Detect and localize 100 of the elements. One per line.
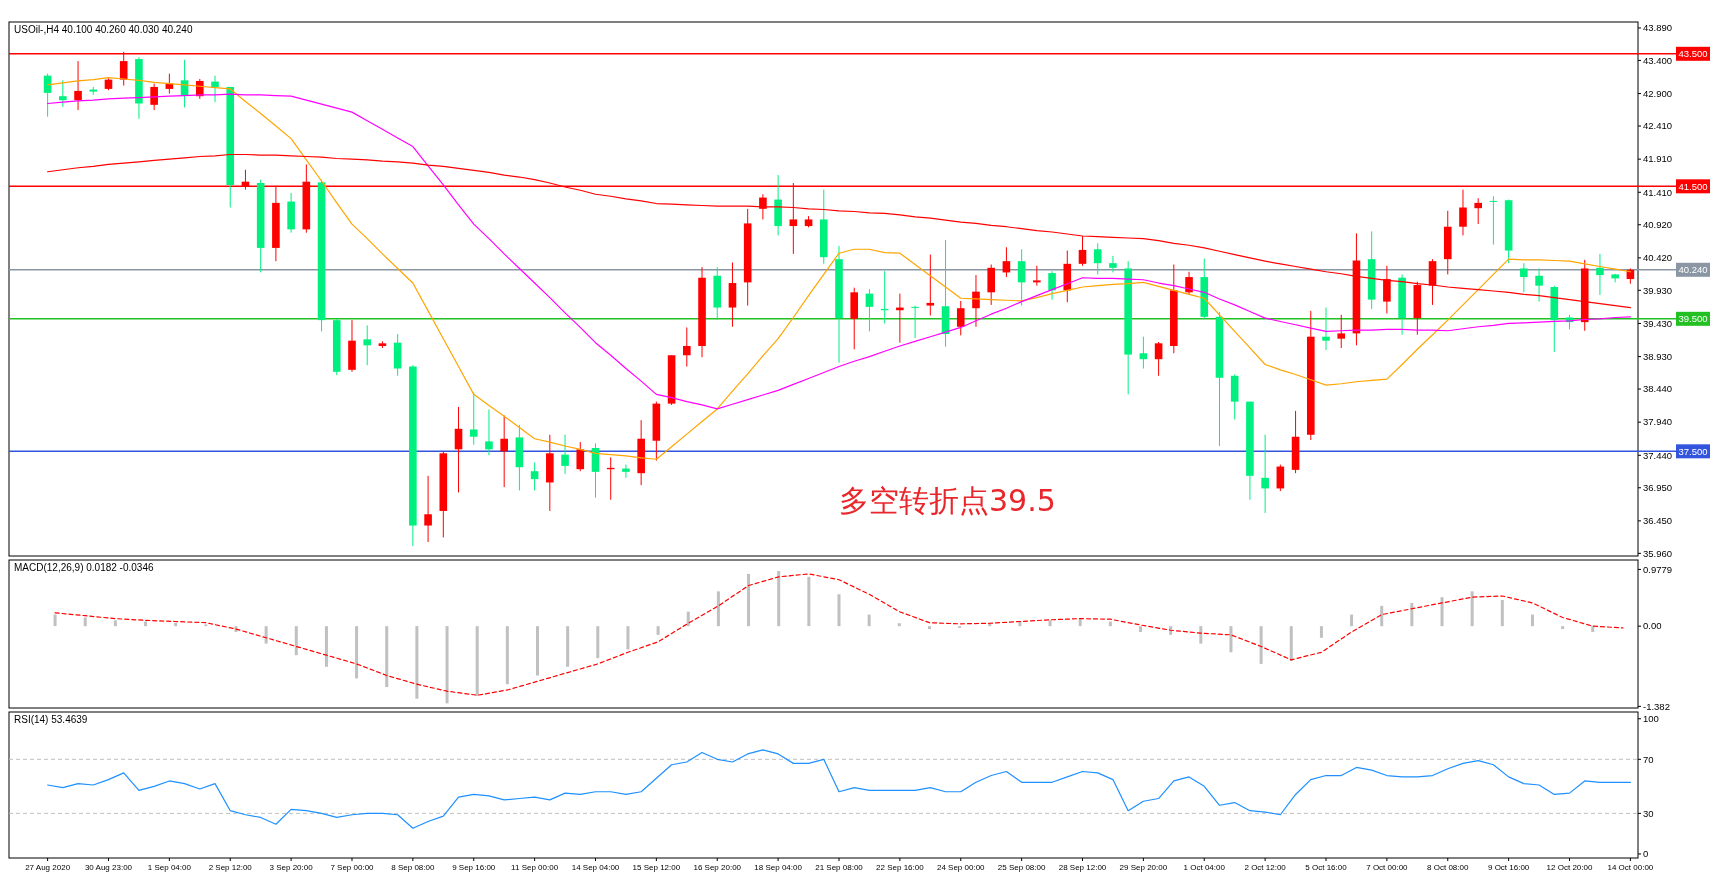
y-tick-label: 0.9779 <box>1643 563 1673 575</box>
candlestick <box>622 464 630 479</box>
bar <box>897 623 901 627</box>
x-tick-label: 22 Sep 16:00 <box>876 863 925 872</box>
line-series <box>54 573 1624 696</box>
y-tick-label: 40.920 <box>1643 219 1673 231</box>
candlestick <box>1078 235 1087 267</box>
candlestick <box>1002 246 1011 278</box>
bar <box>1319 626 1323 638</box>
bar <box>1530 614 1534 627</box>
y-tick-label: -1.382 <box>1643 700 1670 712</box>
candlestick <box>1337 314 1346 349</box>
candlestick <box>500 415 508 488</box>
bar <box>113 620 117 627</box>
bar <box>415 626 419 699</box>
candlestick <box>1520 262 1528 293</box>
candlestick <box>926 254 935 316</box>
x-tick-label: 27 Aug 2020 <box>25 863 71 872</box>
x-tick-label: 1 Oct 04:00 <box>1183 863 1226 872</box>
bar <box>747 573 751 627</box>
bar <box>1048 620 1052 627</box>
ref-line-label: 40.240 <box>1678 264 1708 276</box>
x-tick-label: 5 Oct 16:00 <box>1305 863 1348 872</box>
bar <box>1591 626 1595 632</box>
line-series <box>47 749 1631 829</box>
x-tick-label: 28 Sep 12:00 <box>1058 863 1107 872</box>
annotation: 多空转折点39.5 <box>839 483 1056 518</box>
chart-title: USOil-,H4 40.100 40.260 40.030 40.240 <box>14 24 193 35</box>
y-tick-label: 43.400 <box>1643 54 1673 66</box>
bar <box>1500 600 1504 627</box>
x-tick-label: 14 Sep 04:00 <box>571 863 620 872</box>
y-tick-label: 100 <box>1643 713 1659 725</box>
y-tick-label: 43.890 <box>1643 22 1673 34</box>
bar <box>264 626 268 644</box>
y-tick-label: 42.410 <box>1643 120 1673 132</box>
bar <box>1078 619 1082 627</box>
bar <box>535 626 539 676</box>
bar <box>1229 626 1233 653</box>
candlestick <box>972 274 980 328</box>
bar <box>1199 626 1203 644</box>
bar <box>475 626 479 696</box>
y-tick-label: 35.960 <box>1643 547 1673 559</box>
y-tick-label: 41.910 <box>1643 153 1673 165</box>
bar <box>385 626 389 688</box>
ref-line-label: 37.500 <box>1678 445 1708 457</box>
candlestick <box>561 434 569 475</box>
candlestick <box>911 305 919 339</box>
y-tick-label: 39.930 <box>1643 284 1673 296</box>
x-tick-label: 21 Sep 08:00 <box>815 863 864 872</box>
bar <box>867 614 871 627</box>
y-tick-label: 42.900 <box>1643 87 1673 99</box>
x-tick-label: 18 Sep 04:00 <box>754 863 803 872</box>
bar <box>716 591 720 627</box>
y-tick-label: 38.440 <box>1643 383 1673 395</box>
x-tick-label: 30 Aug 23:00 <box>84 863 133 872</box>
ref-line-label: 41.500 <box>1678 180 1708 192</box>
bar <box>294 626 298 656</box>
candlestick <box>683 326 691 368</box>
candlestick <box>454 406 463 493</box>
candlestick <box>363 324 372 366</box>
x-tick-label: 1 Sep 04:00 <box>147 863 192 872</box>
candlestick <box>1474 197 1483 225</box>
x-tick-label: 9 Sep 16:00 <box>452 863 496 872</box>
x-tick-label: 24 Sep 00:00 <box>936 863 986 872</box>
candlestick <box>485 409 493 456</box>
bar <box>1440 597 1444 627</box>
candlestick <box>59 79 67 108</box>
y-tick-label: 41.410 <box>1643 186 1673 198</box>
x-tick-label: 2 Oct 12:00 <box>1244 863 1287 872</box>
candlestick <box>865 288 874 332</box>
candlestick <box>1535 267 1543 303</box>
y-tick-label: 36.450 <box>1643 515 1673 527</box>
candlestick <box>1033 265 1041 287</box>
bar <box>566 626 570 667</box>
y-tick-label: 0.00 <box>1643 620 1662 632</box>
bar <box>1410 602 1414 627</box>
bar <box>1380 605 1384 627</box>
x-tick-label: 11 Sep 00:00 <box>511 863 559 872</box>
x-tick-label: 7 Sep 00:00 <box>330 863 375 872</box>
x-tick-label: 25 Sep 08:00 <box>997 863 1046 872</box>
chart-title: MACD(12,26,9) 0.0182 -0.0346 <box>14 562 154 573</box>
candlestick <box>1109 255 1117 273</box>
candlestick <box>469 391 478 446</box>
y-tick-label: 40.420 <box>1643 252 1673 264</box>
bar <box>1259 626 1263 664</box>
x-tick-label: 15 Sep 12:00 <box>632 863 681 872</box>
y-tick-label: 39.430 <box>1643 317 1673 329</box>
bar <box>807 576 811 627</box>
x-tick-label: 7 Oct 00:00 <box>1366 863 1409 872</box>
y-tick-label: 0 <box>1643 848 1649 860</box>
y-tick-label: 70 <box>1643 753 1654 765</box>
bar <box>174 622 178 627</box>
candlestick <box>1048 270 1056 301</box>
candlestick <box>1322 307 1330 351</box>
x-tick-label: 9 Oct 16:00 <box>1487 863 1530 872</box>
bar <box>1350 614 1354 627</box>
bar <box>596 626 600 659</box>
y-tick-label: 38.930 <box>1643 350 1673 362</box>
ref-line-label: 39.500 <box>1678 313 1708 325</box>
x-tick-label: 8 Oct 08:00 <box>1427 863 1469 872</box>
